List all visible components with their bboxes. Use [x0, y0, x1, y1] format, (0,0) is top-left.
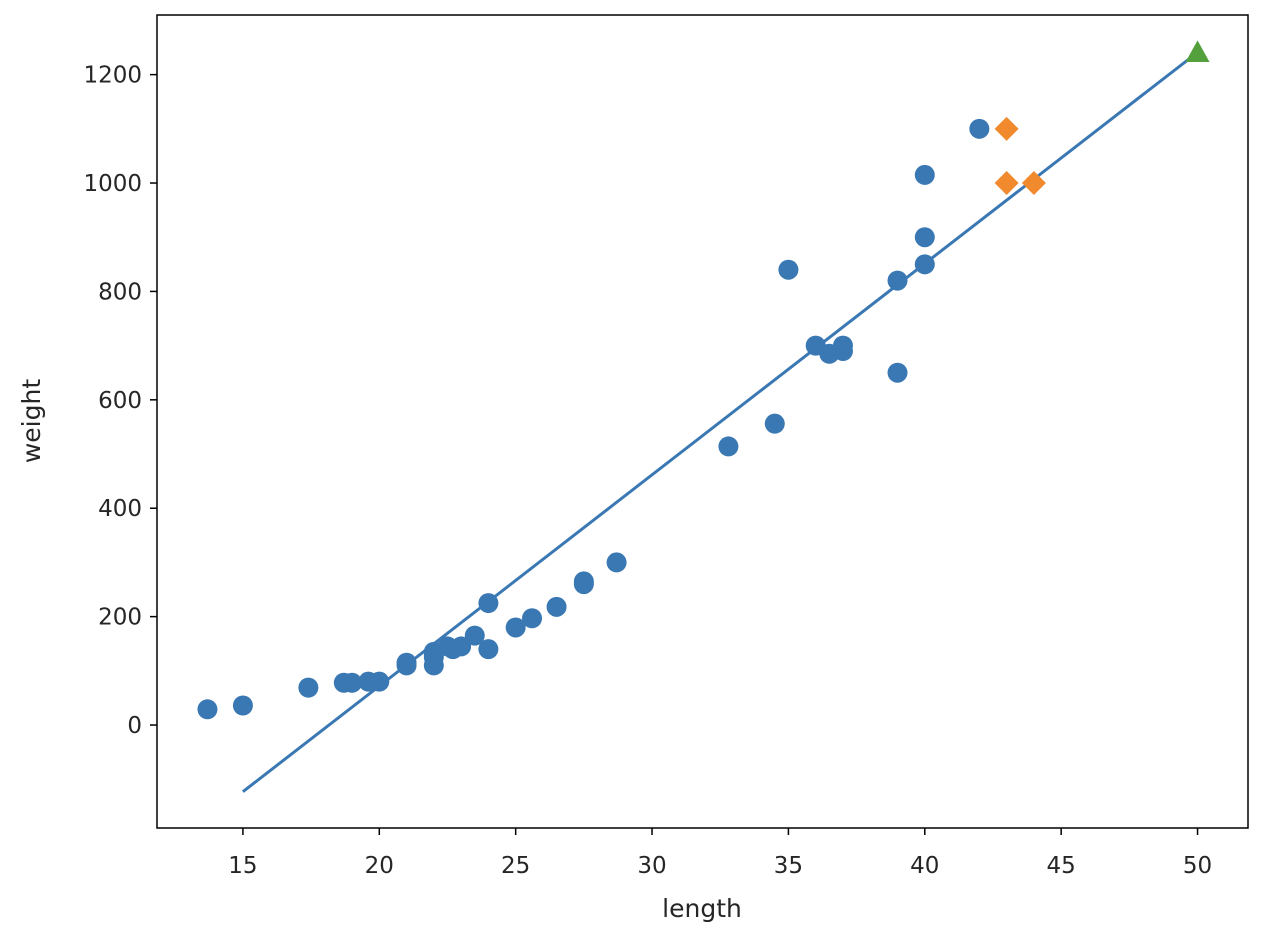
- y-tick-label: 1200: [83, 63, 142, 89]
- data-point: [464, 625, 485, 646]
- y-axis-label: weight: [17, 379, 46, 463]
- data-point: [887, 362, 908, 383]
- data-point: [914, 227, 935, 248]
- data-point: [369, 671, 390, 692]
- x-axis-label: length: [662, 894, 742, 923]
- x-tick-label: 50: [1183, 853, 1212, 879]
- x-tick-label: 35: [774, 853, 803, 879]
- x-tick-label: 25: [501, 853, 530, 879]
- triangle-point: [1185, 40, 1210, 62]
- y-tick-label: 0: [127, 713, 142, 739]
- x-tick-label: 20: [365, 853, 394, 879]
- data-point: [914, 164, 935, 185]
- marks-layer: [197, 40, 1210, 793]
- x-tick-label: 45: [1047, 853, 1076, 879]
- data-point: [505, 617, 526, 638]
- y-tick-label: 800: [98, 279, 142, 305]
- x-tick-label: 30: [637, 853, 666, 879]
- y-tick-label: 200: [98, 605, 142, 631]
- x-axis: 15 20 25 30 35 40 45 50: [228, 828, 1212, 879]
- plot-frame: [156, 14, 1249, 829]
- x-tick-label: 40: [910, 853, 939, 879]
- data-point: [197, 699, 218, 720]
- data-point: [718, 436, 739, 457]
- diamond-point: [994, 116, 1019, 141]
- data-point: [832, 335, 853, 356]
- plot-area: [157, 15, 1248, 828]
- data-point: [606, 552, 627, 573]
- data-point: [232, 695, 253, 716]
- x-tick-label: 15: [228, 853, 257, 879]
- diamond-point: [994, 171, 1019, 196]
- data-point: [887, 270, 908, 291]
- data-point: [342, 672, 363, 693]
- data-point: [298, 677, 319, 698]
- y-tick-label: 1000: [83, 171, 142, 197]
- data-point: [573, 571, 594, 592]
- data-point: [451, 636, 472, 657]
- y-axis: 0 200 400 600 800 1000 1200: [83, 63, 157, 739]
- data-point: [764, 413, 785, 434]
- data-point: [478, 593, 499, 614]
- data-point: [546, 596, 567, 617]
- data-point: [969, 118, 990, 139]
- y-tick-label: 600: [98, 388, 142, 414]
- data-point: [478, 639, 499, 660]
- data-point: [396, 652, 417, 673]
- data-point: [778, 259, 799, 280]
- y-tick-label: 400: [98, 496, 142, 522]
- data-point: [914, 254, 935, 275]
- data-point: [522, 608, 543, 629]
- diamond-point: [1021, 171, 1046, 196]
